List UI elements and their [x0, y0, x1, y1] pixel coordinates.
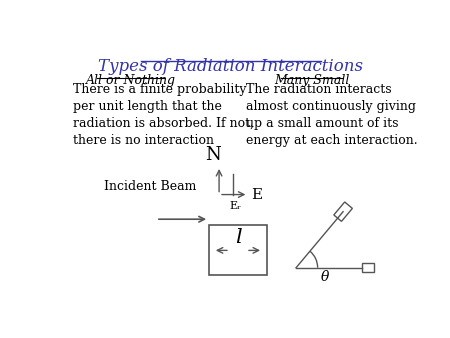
Text: θ: θ	[321, 270, 329, 285]
Text: Incident Beam: Incident Beam	[104, 180, 196, 193]
Bar	[361, 264, 374, 272]
Text: Types of Radiation Interactions: Types of Radiation Interactions	[98, 57, 363, 74]
Text: There is a finite probability
per unit length that the
radiation is absorbed. If: There is a finite probability per unit l…	[73, 83, 254, 147]
Text: Eᵣ: Eᵣ	[230, 201, 242, 211]
Text: Many Small: Many Small	[274, 74, 349, 88]
Text: The radiation interacts
almost continuously giving
up a small amount of its
ener: The radiation interacts almost continuou…	[246, 83, 418, 147]
Text: E: E	[252, 188, 262, 201]
Bar	[209, 225, 267, 275]
Text: N: N	[205, 146, 221, 164]
Text: l: l	[234, 228, 241, 247]
Text: All or Nothing: All or Nothing	[86, 74, 176, 88]
Polygon shape	[334, 202, 352, 221]
